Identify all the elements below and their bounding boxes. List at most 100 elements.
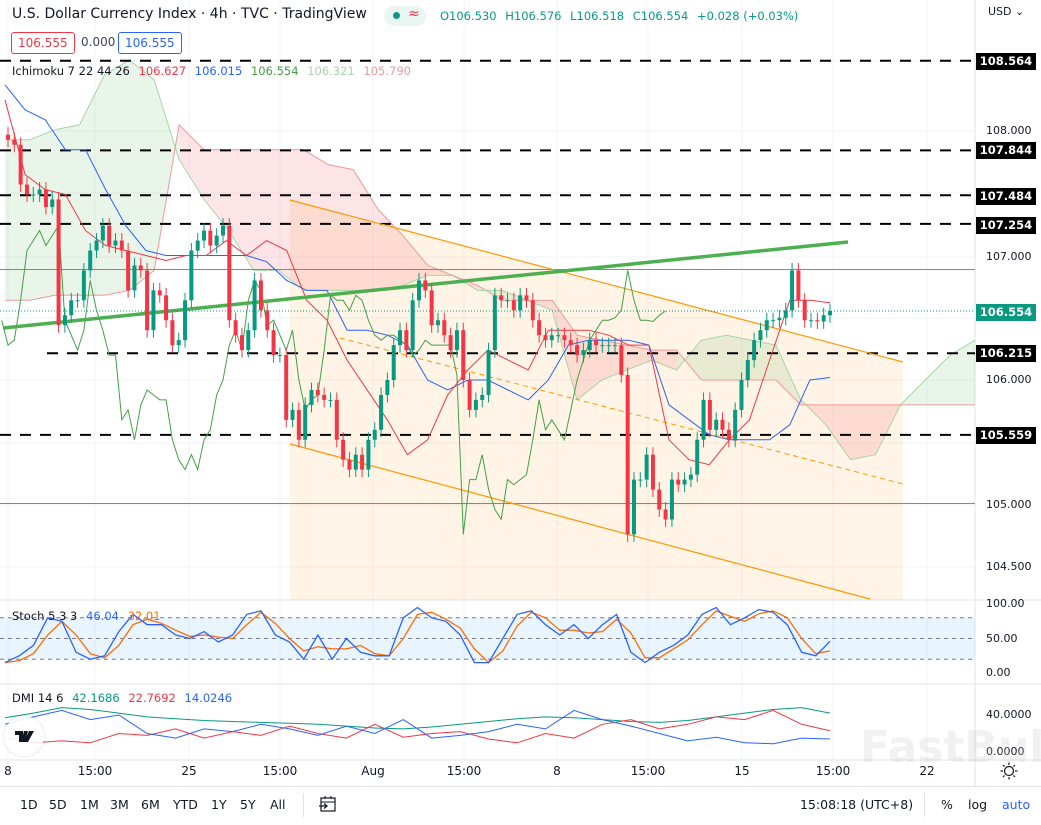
stoch-axis-label: 100.00 [986,597,1025,610]
dmi-plus-di-line [4,709,831,745]
buy-price-button[interactable]: 106.555 [118,32,182,54]
ichimoku-cloud-segment [154,79,180,271]
range-all-button[interactable]: All [270,797,286,812]
candle-body [265,310,270,331]
currency-selector[interactable]: USD ⌄ [988,5,1025,18]
candle-body [398,330,403,346]
candle-body [94,240,99,251]
range-5d-button[interactable]: 5D [49,797,67,812]
ichimoku-cloud-segment [378,209,403,291]
candle-body [815,320,820,322]
candle-body [100,225,105,241]
time-axis-label: 22 [919,764,935,778]
ichimoku-cloud-segment [278,149,304,291]
bottom-bar-separator [303,793,304,817]
ichimoku-cloud-segment [776,345,801,405]
range-5y-button[interactable]: 5Y [240,797,256,812]
stoch-k-value: 46.04 [86,609,119,623]
candle-body [372,429,377,440]
candle-body [410,300,415,351]
ichimoku-cloud-segment [950,340,975,405]
candle-body [126,250,131,291]
candle-body [777,317,782,321]
dmi-axis-label: 0.0000 [986,745,1025,758]
candle-body [239,335,244,351]
go-to-date-icon[interactable] [318,795,338,813]
candle-body [492,295,497,351]
level-tag: 105.559 [976,427,1036,444]
candle-body [220,225,225,236]
range-ytd-button[interactable]: YTD [173,797,198,812]
candle-body [543,335,548,341]
range-1y-button[interactable]: 1Y [211,797,227,812]
clock-timezone-button[interactable]: 15:08:18 (UTC+8) [800,797,914,812]
candle-body [366,439,371,470]
price-axis-label: 105.000 [986,498,1032,511]
candle-body [454,330,459,351]
symbol-title[interactable]: U.S. Dollar Currency Index · 4h · TVC · … [12,6,367,22]
percent-scale-button[interactable]: % [941,797,953,812]
candle-body [518,295,523,311]
range-6m-button[interactable]: 6M [141,797,160,812]
range-3m-button[interactable]: 3M [110,797,129,812]
candle-body [461,330,466,380]
candle-body [391,345,396,380]
candle-body [88,250,93,271]
channel-mid-line [339,337,904,485]
candle-body [12,139,17,145]
time-axis-label: 15:00 [630,764,666,778]
market-status-badge[interactable]: ≈ [384,6,426,26]
candle-body [195,240,200,251]
candle-body [631,479,636,535]
candle-body [385,380,390,395]
candle-body [714,419,719,430]
channel-fill [290,200,903,600]
ichimoku-legend[interactable]: Ichimoku 7 22 44 26 106.627 106.015 106.… [12,64,416,78]
log-scale-button[interactable]: log [968,797,988,812]
candle-body [701,399,706,440]
close-value: C106.554 [632,9,689,23]
candle-body [435,320,440,326]
candle-body [556,335,561,337]
candle-body [360,454,365,470]
level-tag: 107.254 [976,217,1036,234]
stoch-legend[interactable]: Stoch 5 3 3 46.04 32.01 [12,609,166,623]
candle-body [650,454,655,490]
chart-settings-sun-icon[interactable] [1000,762,1018,780]
sell-price-button[interactable]: 106.555 [11,32,75,54]
ichimoku-cloud-segment [701,335,727,380]
candle-body [562,335,567,341]
ichimoku-cloud-segment [751,340,777,380]
high-value: H106.576 [505,9,562,23]
candle-body [113,240,118,246]
ichimoku-cloud-segment [353,169,379,291]
candle-body [404,330,409,351]
candle-body [499,295,504,301]
ichimoku-cloud-segment [552,300,578,400]
ichimoku-cloud-segment [54,124,80,296]
ichimoku-cloud-segment [104,60,130,296]
range-1d-button[interactable]: 1D [20,797,38,812]
channel-lower-line [289,443,871,600]
ichimoku-cloud-segment [328,164,354,291]
candle-body [43,189,48,207]
time-axis-label: 15:00 [262,764,298,778]
auto-scale-button[interactable]: auto [1002,797,1031,812]
candle-body [227,225,232,321]
dmi-legend[interactable]: DMI 14 6 42.1686 22.7692 14.0246 [12,691,237,705]
time-axis-label: Aug [361,764,385,778]
ohlc-readout: O106.530 H106.576 L106.518 C106.554 +0.0… [440,9,803,23]
bottom-bar-divider [0,786,1041,787]
candle-body [524,295,529,301]
range-1m-button[interactable]: 1M [80,797,99,812]
tradingview-logo[interactable] [4,716,44,756]
bottom-bar-separator [924,793,925,817]
candle-body [511,300,516,311]
ichimoku-cloud-segment [850,404,876,460]
time-axis-label: 25 [181,764,197,778]
ichimoku-chikou-line [1,224,666,535]
candle-body [764,320,769,331]
ichimoku-cloud-segment [651,350,677,371]
candle-body [581,350,586,356]
